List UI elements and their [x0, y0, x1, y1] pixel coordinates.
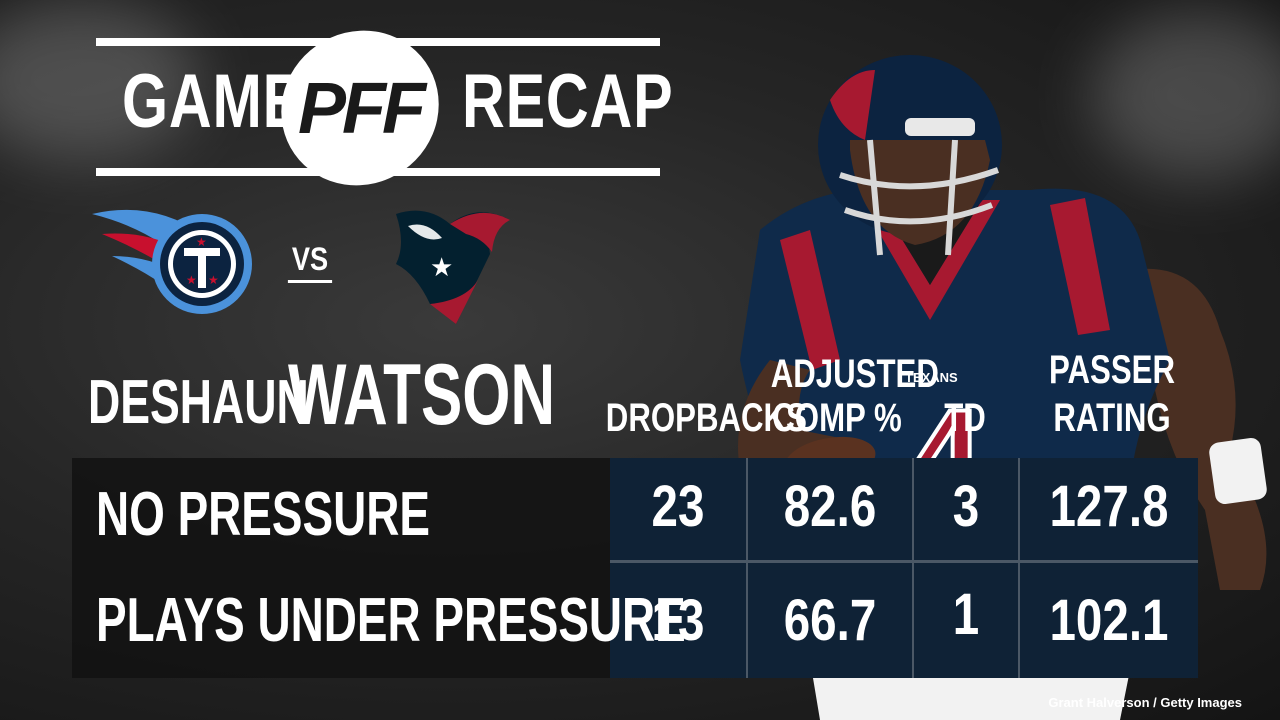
table-column-divider — [1018, 458, 1020, 678]
stat-cell-under-pressure-dropbacks: 13 — [651, 588, 705, 653]
svg-text:★: ★ — [430, 253, 453, 283]
player-last-name: WATSON — [288, 347, 556, 443]
stat-cell-no-pressure-rating: 127.8 — [1049, 474, 1169, 539]
svg-text:★: ★ — [208, 273, 219, 287]
photo-credit: Grant Halverson / Getty Images — [1048, 695, 1242, 710]
svg-text:★: ★ — [186, 273, 197, 287]
wristband — [1209, 437, 1267, 505]
header-word-recap: RECAP — [462, 59, 674, 144]
column-header-passer-rating: PASSER RATING — [1049, 348, 1175, 440]
stat-cells-panel — [610, 458, 1198, 678]
column-header-dropbacks: DROPBACKS — [605, 396, 807, 440]
stat-cell-no-pressure-dropbacks: 23 — [651, 474, 705, 539]
stadium-light-right — [1090, 10, 1280, 180]
stat-cell-no-pressure-comp: 82.6 — [783, 474, 877, 539]
home-team-logo: ★ — [386, 204, 514, 335]
football-shape — [281, 30, 439, 186]
header-word-game: GAME — [122, 59, 303, 144]
texans-logo-icon: ★ — [396, 210, 510, 324]
away-team-logo: ★ ★ ★ — [92, 204, 252, 325]
player-first-name: DESHAUN — [88, 368, 309, 437]
jersey-wordmark: TEXANS — [905, 370, 958, 385]
column-header-adjusted-comp: ADJUSTED COMP % — [770, 352, 939, 440]
titans-logo-icon: ★ ★ ★ — [92, 209, 252, 314]
stadium-light-left — [0, 0, 200, 160]
vs-label: VS — [287, 242, 333, 283]
table-column-divider — [746, 458, 748, 678]
svg-text:★: ★ — [196, 235, 207, 249]
pff-logo-text: PFF — [298, 69, 428, 149]
stat-cell-under-pressure-td: 1 — [952, 582, 980, 647]
table-column-divider — [912, 458, 914, 678]
pff-logo: PFF — [272, 28, 448, 188]
row-label-under-pressure: PLAYS UNDER PRESSURE — [96, 586, 686, 655]
stat-cell-under-pressure-comp: 66.7 — [783, 588, 877, 653]
column-header-td: TD — [944, 396, 986, 440]
stat-cell-under-pressure-rating: 102.1 — [1049, 588, 1169, 653]
row-label-no-pressure: NO PRESSURE — [96, 480, 430, 549]
stat-cell-no-pressure-td: 3 — [952, 474, 980, 539]
table-row-divider — [610, 560, 1198, 563]
facemask — [839, 139, 1000, 256]
